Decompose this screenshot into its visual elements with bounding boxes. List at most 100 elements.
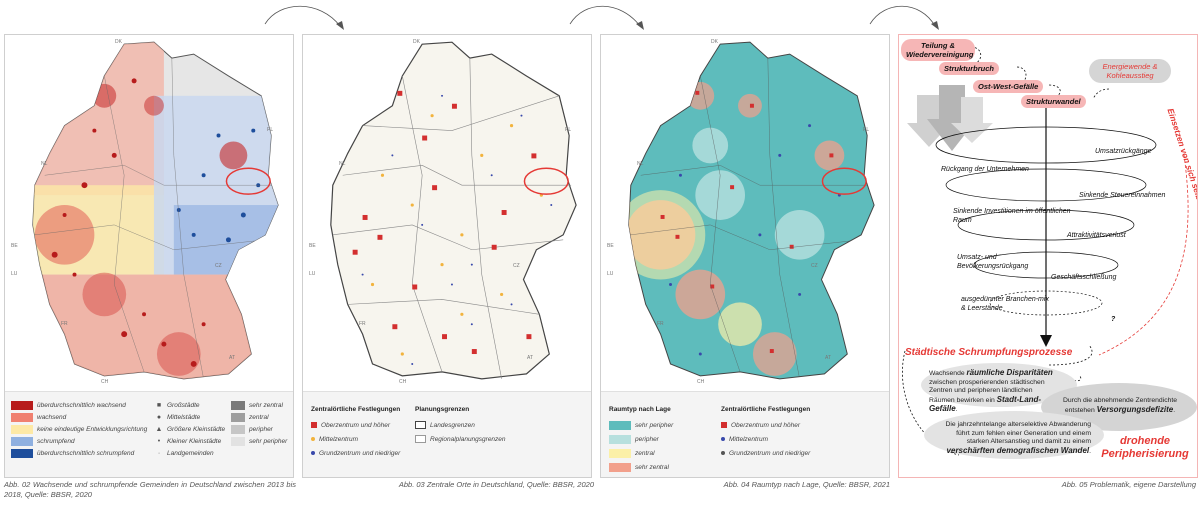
legend-item-kleiner-kleinstaedte: • Kleiner Kleinstädte bbox=[155, 436, 221, 446]
country-label-nl: NL bbox=[41, 161, 48, 167]
map-panel-growth: DK NL PL BE LU CZ FR AT CH überdurchschn… bbox=[4, 34, 294, 478]
map-panel-central-places: DK NL PL BE LU CZ FR AT CH Zentralörtlic… bbox=[302, 34, 592, 478]
tiny-dot-icon: · bbox=[157, 449, 161, 457]
country-label-lu: LU bbox=[607, 271, 614, 277]
legend-item-zentral: zentral bbox=[231, 412, 269, 422]
highlight-circle bbox=[821, 167, 867, 195]
country-label-dk: DK bbox=[711, 39, 718, 45]
legend-title-zentraloertlich: Zentralörtliche Festlegungen bbox=[721, 406, 811, 413]
cycle-bevoelkerungsrueckgang: Umsatz- und Bevölkerungsrückgang bbox=[957, 254, 1029, 270]
cycle-branchenmix: ausgedünnter Branchen-mix & Leerstände bbox=[961, 296, 1049, 312]
growth-legend: überdurchschnittlich wachsend wachsend k… bbox=[5, 391, 293, 477]
pill-ost-west: Ost-West-Gefälle bbox=[973, 80, 1044, 93]
problem-diagram: Teilung & Wiedervereinigung Strukturbruc… bbox=[898, 34, 1198, 478]
country-label-fr: FR bbox=[359, 321, 366, 327]
diagram-graphics bbox=[902, 46, 1197, 459]
legend-item-zentral: zentral bbox=[609, 448, 655, 458]
germany-growth-map bbox=[5, 35, 293, 390]
country-label-cz: CZ bbox=[215, 263, 222, 269]
country-label-fr: FR bbox=[657, 321, 664, 327]
country-label-at: AT bbox=[527, 355, 534, 361]
country-label-nl: NL bbox=[637, 161, 644, 167]
cycle-steuereinnahmen: Sinkende Steuereinnahmen bbox=[1079, 192, 1166, 199]
germany-central-places-map bbox=[303, 35, 591, 390]
cycle-attraktivitaetsverlust: Attraktivitätsverlust bbox=[1067, 232, 1126, 239]
country-label-ch: CH bbox=[697, 379, 705, 385]
country-label-pl: PL bbox=[863, 127, 870, 133]
country-label-pl: PL bbox=[565, 127, 572, 133]
drohende-peripherisierung: drohende Peripherisierung bbox=[1101, 435, 1189, 460]
legend-item-wachsend: wachsend bbox=[11, 412, 66, 422]
legend-title-planungsgrenzen: Planungsgrenzen bbox=[415, 406, 470, 413]
triangle-icon: ▲ bbox=[155, 425, 163, 433]
country-label-dk: DK bbox=[115, 39, 122, 45]
panel-connector-arrows bbox=[264, 5, 939, 30]
country-label-at: AT bbox=[229, 355, 236, 361]
raumtyp-map-svg bbox=[628, 41, 875, 380]
legend-item-ueber-schrumpfend: überdurchschnittlich schrumpfend bbox=[11, 448, 134, 458]
legend-title-zentraloertlich: Zentralörtliche Festlegungen bbox=[311, 406, 401, 413]
legend-item-mittelzentrum: Mittelzentrum bbox=[721, 434, 768, 444]
central-places-legend: Zentralörtliche Festlegungen Oberzentrum… bbox=[303, 391, 591, 477]
country-label-lu: LU bbox=[309, 271, 316, 277]
grey-down-arrows bbox=[907, 85, 993, 151]
pill-strukturbruch: Strukturbruch bbox=[939, 62, 1000, 75]
raumtyp-legend: Raumtyp nach Lage sehr peripher peripher… bbox=[601, 391, 889, 477]
legend-item-mittelstaedte: ● Mittelstädte bbox=[156, 413, 201, 421]
legend-item-ueber-wachsend: überdurchschnittlich wachsend bbox=[11, 400, 126, 410]
legend-item-regionalplanungsgrenzen: Regionalplanungsgrenzen bbox=[415, 434, 506, 444]
legend-item-sehr-peripher: sehr peripher bbox=[609, 420, 673, 430]
circle-icon: ● bbox=[156, 413, 162, 421]
pill-teilung: Teilung & Wiedervereinigung bbox=[901, 39, 975, 61]
caption-central-places-map: Abb. 03 Zentrale Orte in Deutschland, Qu… bbox=[398, 480, 594, 489]
country-label-cz: CZ bbox=[513, 263, 520, 269]
highlight-circle bbox=[523, 167, 569, 195]
legend-title-raumtyp: Raumtyp nach Lage bbox=[609, 406, 671, 413]
cycle-umsatzrueckgaenge: Umsatzrückgänge bbox=[1095, 148, 1152, 155]
growth-map-svg bbox=[32, 41, 279, 380]
legend-item-grundzentrum: Grundzentrum und niedriger bbox=[311, 448, 400, 458]
legend-item-sehr-zentral: sehr zentral bbox=[609, 462, 669, 472]
legend-item-sehr-peripher: sehr peripher bbox=[231, 436, 287, 446]
caption-raumtyp-map: Abb. 04 Raumtyp nach Lage, Quelle: BBSR,… bbox=[723, 480, 890, 489]
legend-item-peripher: peripher bbox=[231, 424, 273, 434]
oberzentrum-markers bbox=[352, 90, 537, 355]
country-label-at: AT bbox=[825, 355, 832, 361]
country-label-lu: LU bbox=[11, 271, 18, 277]
square-icon: ■ bbox=[156, 401, 162, 409]
country-label-ch: CH bbox=[101, 379, 109, 385]
legend-item-landgemeinden: · Landgemeinden bbox=[155, 448, 214, 458]
country-label-cz: CZ bbox=[811, 263, 818, 269]
small-dot-icon: • bbox=[157, 437, 161, 445]
cycle-rueckgang-unternehmen: Rückgang der Unternehmen bbox=[941, 166, 1029, 173]
country-label-be: BE bbox=[607, 243, 614, 249]
caption-problem-diagram: Abb. 05 Problematik, eigene Darstellung bbox=[1061, 480, 1196, 489]
pill-energiewende: Energiewende & Kohleausstieg bbox=[1089, 59, 1171, 83]
legend-item-mittelzentrum: Mittelzentrum bbox=[311, 434, 358, 444]
pill-strukturwandel: Strukturwandel bbox=[1021, 95, 1086, 108]
schrumpfungsprozesse-title: Städtische Schrumpfungsprozesse bbox=[905, 347, 1073, 358]
legend-item-oberzentrum: Oberzentrum und höher bbox=[721, 420, 800, 430]
legend-item-grossstaedte: ■ Großstädte bbox=[156, 401, 200, 409]
central-places-map-svg bbox=[330, 41, 577, 380]
country-label-be: BE bbox=[11, 243, 18, 249]
germany-raumtyp-map bbox=[601, 35, 889, 390]
paragraph-demografischer-wandel: Die jahrzehntelange alterselektive Abwan… bbox=[945, 421, 1091, 455]
country-label-be: BE bbox=[309, 243, 316, 249]
legend-item-grundzentrum: Grundzentrum und niedriger bbox=[721, 448, 810, 458]
legend-item-landesgrenzen: Landesgrenzen bbox=[415, 420, 475, 430]
legend-item-keine-richtung: keine eindeutige Entwicklungsrichtung bbox=[11, 424, 147, 434]
country-label-ch: CH bbox=[399, 379, 407, 385]
country-label-fr: FR bbox=[61, 321, 68, 327]
country-label-pl: PL bbox=[267, 127, 274, 133]
legend-item-oberzentrum: Oberzentrum und höher bbox=[311, 420, 390, 430]
grundzentrum-markers bbox=[361, 94, 553, 365]
legend-item-groessere-kleinstaedte: ▲ Größere Kleinstädte bbox=[155, 425, 226, 433]
country-label-dk: DK bbox=[413, 39, 420, 45]
paragraph-versorgungsdefizite: Durch die abnehmende Zentrendichte entst… bbox=[1062, 397, 1178, 414]
cycle-question-mark: ? bbox=[1111, 316, 1116, 323]
legend-item-schrumpfend: schrumpfend bbox=[11, 436, 75, 446]
paragraph-disparitaeten: Wachsende räumliche Disparitäten zwische… bbox=[929, 368, 1053, 414]
cycle-geschaeftsschliessung: Geschäftsschließung bbox=[1051, 274, 1117, 281]
legend-item-sehr-zentral: sehr zentral bbox=[231, 400, 283, 410]
